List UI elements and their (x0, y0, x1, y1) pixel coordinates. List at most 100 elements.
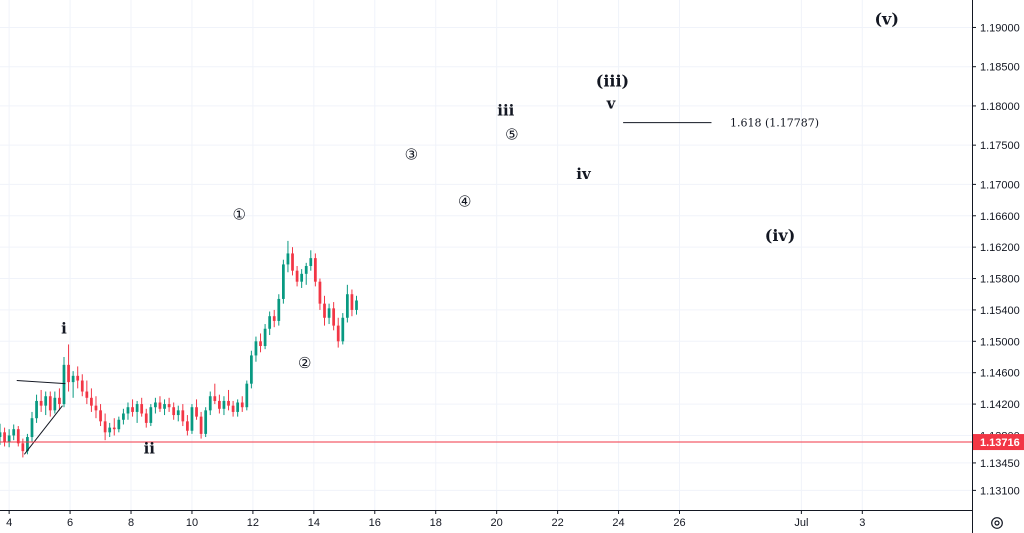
candle-body (318, 281, 322, 304)
candle-body (99, 410, 102, 422)
candle-body (53, 397, 57, 411)
y-tick-label: 1.16200 (980, 242, 1020, 254)
candle-body (103, 421, 107, 433)
candle-body (181, 410, 185, 422)
candle-body (208, 396, 212, 411)
wave-label[interactable]: iii (497, 101, 514, 119)
grid (0, 0, 972, 510)
fib-target-label: 1.618 (1.17787) (730, 117, 819, 130)
y-tick-label: 1.14200 (980, 399, 1020, 411)
candle-body (286, 253, 290, 265)
wave-label[interactable]: v (606, 94, 617, 112)
wave-label[interactable]: iv (576, 165, 592, 183)
candle-body (336, 325, 340, 342)
candle-body (240, 402, 244, 408)
wave-label[interactable]: (iv) (765, 226, 796, 245)
candle-body (341, 317, 345, 342)
candle-body (186, 421, 189, 431)
wave-label[interactable]: ③ (405, 145, 418, 163)
y-tick-label: 1.16600 (980, 211, 1020, 223)
candle-body (21, 443, 25, 452)
candle-body (323, 303, 326, 318)
candle-body (44, 396, 48, 406)
drawing-lines[interactable] (16, 122, 712, 455)
wave-label[interactable]: (v) (874, 9, 898, 28)
candle-body (263, 328, 267, 347)
candle-body (117, 419, 121, 430)
x-tick-label: 22 (551, 517, 563, 529)
candle-body (7, 435, 11, 442)
wave-label[interactable]: ④ (458, 192, 471, 210)
candle-body (277, 298, 281, 321)
candle-body (268, 316, 272, 329)
candle-body (30, 418, 34, 438)
candle-body (80, 380, 84, 392)
candle-body (295, 270, 299, 282)
candle-body (304, 265, 308, 274)
candle-body (163, 404, 166, 409)
candle-body (94, 405, 98, 411)
candle-body (62, 364, 66, 405)
candle-body (85, 391, 89, 398)
candle-body (126, 407, 130, 414)
current-price-tag: 1.13716 (973, 434, 1024, 451)
candle-body (154, 402, 157, 408)
y-tick-label: 1.18500 (980, 62, 1020, 74)
y-tick-label: 1.15800 (980, 274, 1020, 286)
x-tick-label: 18 (430, 517, 442, 529)
candle-body (218, 400, 221, 409)
candle-body (231, 405, 235, 412)
chart-settings-button[interactable] (986, 514, 1008, 532)
candle-body (199, 416, 203, 434)
wave-label[interactable]: ii (144, 440, 156, 458)
x-axis[interactable]: 4 6 8 10 12 14 16 18 20 22 24 26 Jul 3 (6, 510, 865, 529)
candle-body (300, 273, 304, 282)
y-tick-label: 1.13100 (980, 485, 1020, 497)
fib-label: 1.618 (1.17787) (730, 117, 819, 130)
candle-body (39, 400, 43, 406)
candle-body (236, 402, 240, 412)
current-price-tag-label: 1.13716 (980, 437, 1020, 449)
candle-body (131, 407, 134, 412)
candle-body (71, 375, 75, 383)
lower-trendline[interactable] (23, 405, 63, 455)
y-tick-label: 1.14600 (980, 368, 1020, 380)
x-tick-label: 14 (308, 517, 320, 529)
wave-label[interactable]: i (61, 319, 67, 337)
candle-body (176, 410, 180, 416)
candle-body (144, 413, 148, 423)
candle-body (108, 427, 112, 433)
x-tick-label: 12 (247, 517, 259, 529)
candle-body (35, 400, 38, 419)
candle-body (90, 397, 93, 406)
candle-body (272, 316, 276, 321)
x-tick-label: 24 (612, 517, 624, 529)
candle-body (58, 397, 61, 405)
y-axis[interactable]: 1.19000 1.18500 1.18000 1.17500 1.17000 1.166… (972, 22, 1020, 497)
y-tick-label: 1.15400 (980, 305, 1020, 317)
candle-body (158, 402, 162, 409)
candle-body (112, 427, 116, 430)
wave-label[interactable]: ② (298, 354, 311, 372)
candle-body (350, 294, 354, 310)
candle-body (0, 432, 2, 438)
x-tick-label: 16 (369, 517, 381, 529)
y-tick-label: 1.17000 (980, 179, 1020, 191)
wave-label[interactable]: (iii) (596, 71, 629, 90)
wave-label[interactable]: ① (232, 206, 245, 224)
candle-body (227, 400, 230, 406)
candle-body (172, 407, 176, 416)
candle-body (76, 375, 80, 381)
candle-body (345, 294, 349, 318)
candle-body (204, 410, 208, 434)
candle-body (48, 396, 52, 411)
x-tick-label: 20 (491, 517, 503, 529)
wave-label[interactable]: ⑤ (505, 126, 518, 144)
x-tick-label: 8 (128, 517, 134, 529)
candle-body (67, 364, 70, 383)
candle-body (122, 413, 125, 420)
candle-body (195, 407, 198, 417)
upper-trendline[interactable] (16, 380, 66, 385)
